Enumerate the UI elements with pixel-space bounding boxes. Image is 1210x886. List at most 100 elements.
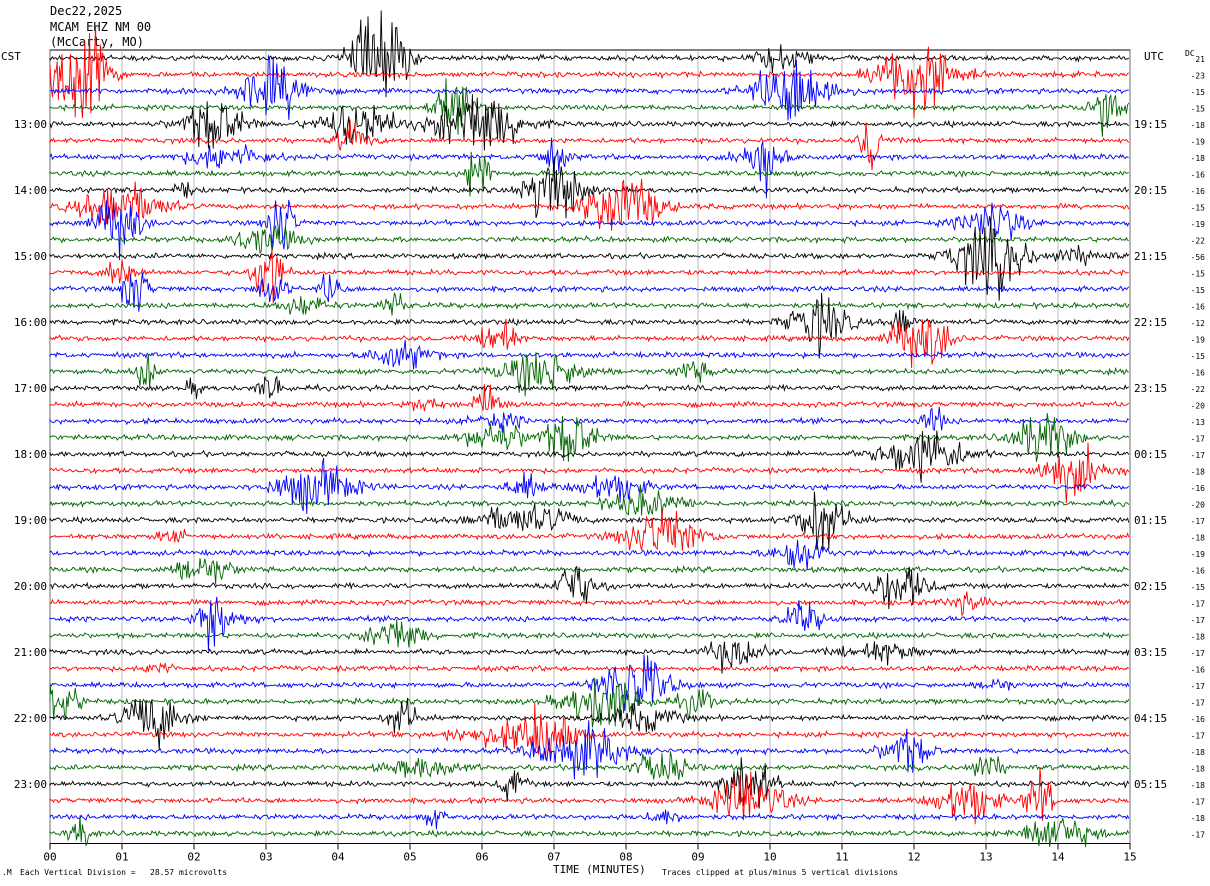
dc-offset-value: -16 (1191, 187, 1206, 196)
dc-offset-value: -18 (1191, 154, 1206, 163)
dc-offset-value: -18 (1191, 121, 1206, 130)
seismic-trace (49, 677, 1130, 728)
seismic-trace (49, 442, 1130, 504)
x-tick-label: 01 (115, 851, 128, 864)
dc-offset-value: -17 (1191, 732, 1206, 741)
seismic-trace (49, 352, 1129, 397)
dc-offset-value: -18 (1191, 534, 1206, 543)
dc-offset-value: -17 (1191, 798, 1206, 807)
seismic-trace (49, 591, 1130, 618)
dc-offset-value: -18 (1191, 633, 1206, 642)
seismic-trace (49, 491, 1130, 551)
x-tick-label: 12 (907, 851, 920, 864)
dc-offset-value: -20 (1191, 402, 1206, 411)
dc-offset-value: -18 (1191, 814, 1206, 823)
dc-offset-value: -15 (1191, 105, 1206, 114)
seismic-trace (49, 406, 1130, 433)
dc-offset-value: -16 (1191, 567, 1206, 576)
right-time-label: 23:15 (1134, 382, 1167, 395)
dc-offset-value: -18 (1191, 781, 1206, 790)
station-location: (McCarty, MO) (50, 35, 144, 49)
dc-offset-value: -17 (1191, 517, 1206, 526)
left-time-label: 16:00 (14, 316, 47, 329)
seismic-trace (49, 565, 1129, 610)
seismic-trace (49, 217, 1130, 301)
right-time-label: 20:15 (1134, 184, 1167, 197)
seismic-trace (49, 151, 1129, 197)
x-tick-label: 06 (475, 851, 488, 864)
x-tick-label: 07 (547, 851, 560, 864)
station-code: MCAM EHZ NM 00 (50, 20, 152, 34)
dc-offset-value: -16 (1191, 171, 1206, 180)
vertical-division-note: Each Vertical Division = 28.57 microvolt… (20, 868, 228, 877)
seismic-trace (49, 94, 1130, 151)
left-time-label: 14:00 (14, 184, 47, 197)
dc-offset-value: -15 (1191, 286, 1206, 295)
seismic-trace (49, 815, 1130, 848)
seismic-trace (49, 413, 1130, 462)
seismic-trace (49, 618, 1129, 648)
x-tick-label: 05 (403, 851, 416, 864)
seismic-trace (49, 539, 1130, 571)
seismic-trace (49, 596, 1129, 651)
x-tick-label: 15 (1123, 851, 1136, 864)
dc-offset-value: -56 (1191, 253, 1206, 262)
dc-offset-value: -16 (1191, 484, 1206, 493)
right-time-label: 21:15 (1134, 250, 1167, 263)
dc-offset-value: -19 (1191, 336, 1206, 345)
plot-frame (49, 49, 1131, 844)
right-time-label: 05:15 (1134, 778, 1167, 791)
seismic-trace (49, 291, 1130, 316)
seismic-trace (49, 720, 1130, 780)
seismic-trace (49, 654, 1130, 711)
left-time-label: 22:00 (14, 712, 47, 725)
right-time-label: 03:15 (1134, 646, 1167, 659)
x-tick-label: 10 (763, 851, 776, 864)
dc-offset-value: -15 (1191, 204, 1206, 213)
seismic-trace (49, 662, 1130, 674)
footer-mark: .M (2, 868, 12, 877)
dc-offset-value: -19 (1191, 220, 1206, 229)
seismic-trace (49, 249, 1129, 304)
left-time-label: 17:00 (14, 382, 47, 395)
seismic-trace (49, 641, 1130, 674)
seismic-trace (49, 484, 1130, 517)
x-tick-label: 03 (259, 851, 272, 864)
seismic-trace (49, 199, 1130, 261)
dc-offset-value: -18 (1191, 765, 1206, 774)
dc-offset-value: -18 (1191, 468, 1206, 477)
dc-offset-value: -17 (1191, 699, 1206, 708)
seismic-trace (49, 508, 1130, 551)
right-time-label: 01:15 (1134, 514, 1167, 527)
dc-offset-value: 21 (1195, 55, 1205, 64)
seismic-trace (49, 339, 1130, 370)
dc-offset-header: DC (1185, 49, 1195, 58)
x-tick-label: 09 (691, 851, 704, 864)
clip-note: Traces clipped at plus/minus 5 vertical … (662, 868, 899, 877)
dc-offset-value: -16 (1191, 369, 1206, 378)
dc-offset-value: -13 (1191, 418, 1206, 427)
seismic-trace (49, 54, 1129, 121)
dc-offset-value: -15 (1191, 270, 1206, 279)
left-time-label: 18:00 (14, 448, 47, 461)
seismic-trace (49, 767, 1129, 825)
seismic-trace (49, 272, 1130, 312)
right-time-label: 00:15 (1134, 448, 1167, 461)
right-time-label: 02:15 (1134, 580, 1167, 593)
dc-offset-value: -15 (1191, 583, 1206, 592)
seismic-trace (49, 809, 1130, 830)
dc-offset-value: -17 (1191, 649, 1206, 658)
left-timezone-label: CST (1, 50, 21, 63)
dc-offset-value: -16 (1191, 303, 1206, 312)
right-time-label: 19:15 (1134, 118, 1167, 131)
seismic-trace (49, 375, 1130, 400)
seismic-trace (49, 318, 1130, 369)
seismic-trace (49, 697, 1129, 751)
right-time-label: 04:15 (1134, 712, 1167, 725)
seismic-trace (49, 25, 1130, 119)
x-tick-label: 08 (619, 851, 632, 864)
x-tick-label: 02 (187, 851, 200, 864)
dc-offset-value: -16 (1191, 666, 1206, 675)
dc-offset-value: -17 (1191, 435, 1206, 444)
left-time-label: 20:00 (14, 580, 47, 593)
